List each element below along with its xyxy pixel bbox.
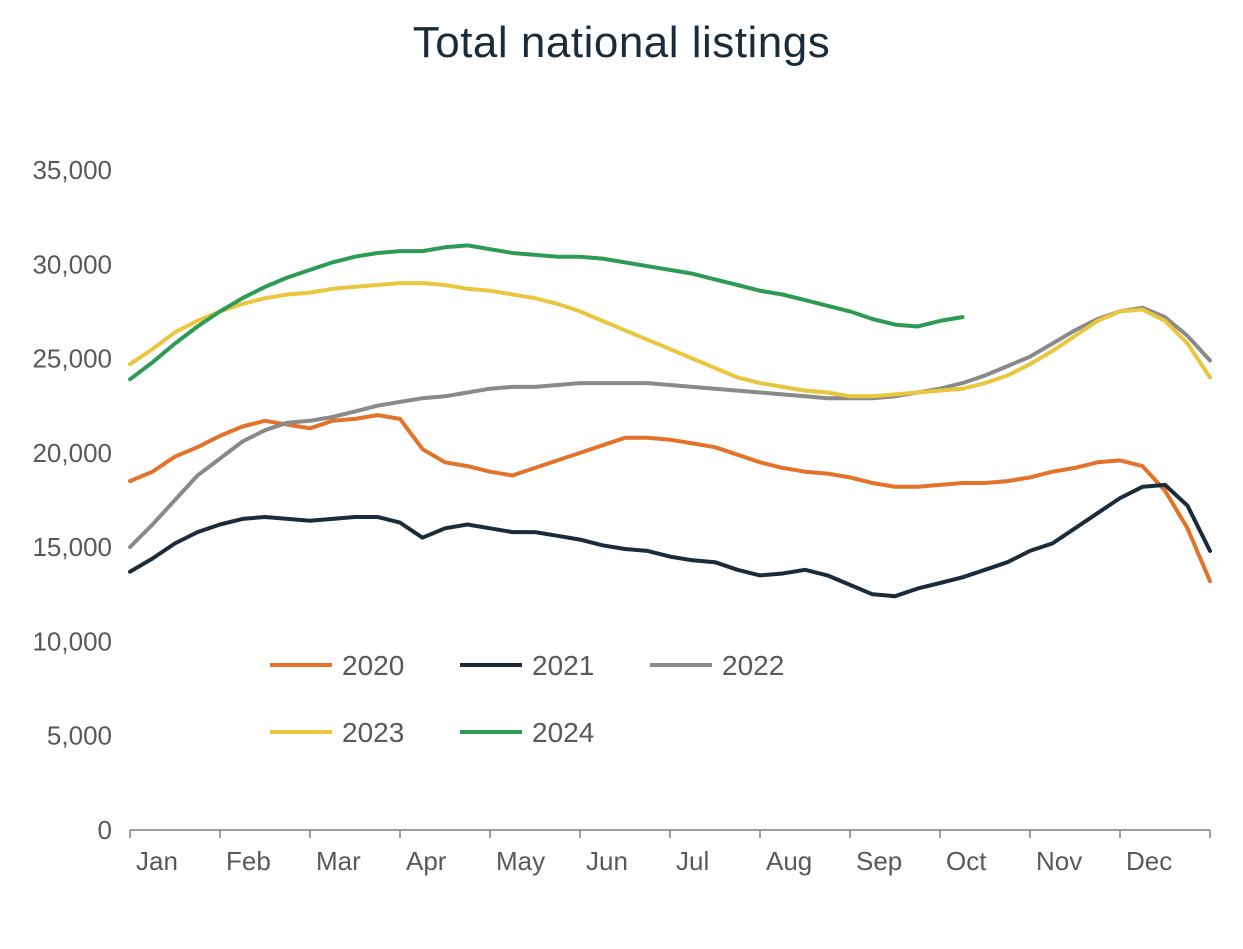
x-tick-label: Oct — [946, 846, 987, 876]
x-tick-label: Feb — [226, 846, 271, 876]
series-line-2022 — [130, 308, 1210, 547]
y-tick-label: 25,000 — [32, 344, 112, 374]
x-tick-label: Jan — [136, 846, 178, 876]
x-tick-label: Mar — [316, 846, 361, 876]
y-tick-label: 0 — [98, 815, 112, 845]
chart-canvas: 0 5,000 10,000 15,000 20,000 25,000 30,000 35,0… — [0, 0, 1243, 949]
legend-label-2023: 2023 — [342, 717, 404, 748]
legend-label-2021: 2021 — [532, 650, 594, 681]
y-tick-label: 20,000 — [32, 438, 112, 468]
x-tick-label: May — [496, 846, 545, 876]
y-tick-label: 35,000 — [32, 155, 112, 185]
legend-label-2022: 2022 — [722, 650, 784, 681]
series-line-2023 — [130, 283, 1210, 396]
x-tick-label: Jul — [676, 846, 709, 876]
series-line-2024 — [130, 245, 963, 379]
series-line-2021 — [130, 485, 1210, 596]
y-tick-label: 30,000 — [32, 249, 112, 279]
x-tick-label: Aug — [766, 846, 812, 876]
x-tick-label: Sep — [856, 846, 902, 876]
legend-label-2020: 2020 — [342, 650, 404, 681]
y-tick-label: 5,000 — [47, 721, 112, 751]
legend-label-2024: 2024 — [532, 717, 594, 748]
line-chart: Total national listings 05,00010,00015,0… — [0, 0, 1243, 944]
x-tick-label: Jun — [586, 846, 628, 876]
y-tick-label: 15,000 — [32, 532, 112, 562]
x-tick-label: Apr — [406, 846, 447, 876]
x-tick-label: Nov — [1036, 846, 1082, 876]
x-tick-label: Dec — [1126, 846, 1172, 876]
y-tick-label: 10,000 — [32, 626, 112, 656]
